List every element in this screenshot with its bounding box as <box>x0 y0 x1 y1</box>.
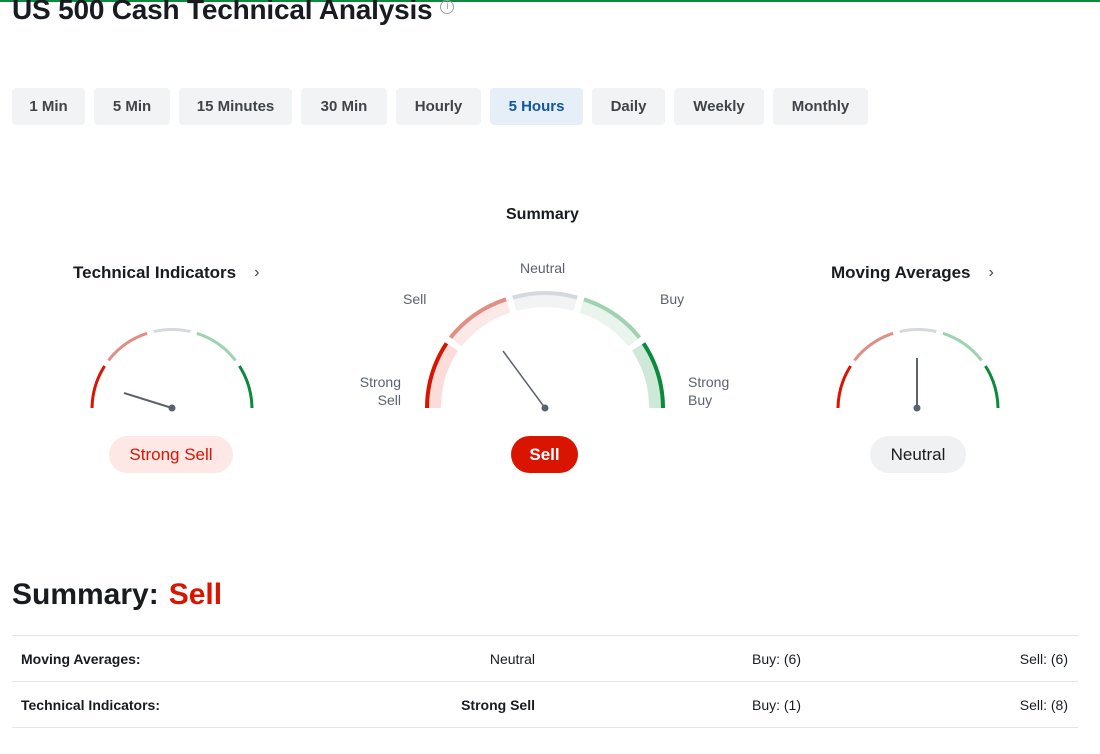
tab-daily[interactable]: Daily <box>592 88 665 125</box>
gauge-segment-sell <box>448 297 507 339</box>
table-row: Moving Averages: Neutral Buy: (6) Sell: … <box>12 635 1078 682</box>
gauge-label-strong-buy-line1: Strong <box>688 374 730 390</box>
gauge-band-strong-buy <box>632 343 663 408</box>
gauge-pivot <box>168 404 176 412</box>
gauge-segment-neutral <box>899 328 937 334</box>
gauge-label-buy: Buy <box>660 291 685 307</box>
row-buy-count: Buy: (1) <box>751 696 801 713</box>
gauge-band-buy <box>579 299 640 347</box>
gauge-segment-sell <box>107 331 148 362</box>
gauge-label-strong-sell: Strong Sell <box>356 373 401 409</box>
gauge-needle <box>502 350 546 409</box>
row-buy-count: Buy: (6) <box>751 650 801 667</box>
moving-averages-title[interactable]: Moving Averages <box>831 263 971 282</box>
top-accent-line <box>0 0 1100 2</box>
gauge-segment-neutral <box>153 328 191 334</box>
technical-indicators-title[interactable]: Technical Indicators <box>73 263 237 282</box>
gauge-segment-neutral <box>512 291 578 300</box>
gauge-segment-strong-sell <box>836 365 852 409</box>
timeframe-tabs: 1 Min 5 Min 15 Minutes 30 Min Hourly 5 H… <box>12 88 868 125</box>
tab-monthly[interactable]: Monthly <box>773 88 868 125</box>
tab-5-min[interactable]: 5 Min <box>94 88 170 125</box>
gauge-segment-strong-sell <box>425 342 449 409</box>
gauge-label-strong-buy-line2: Buy <box>688 392 713 408</box>
row-sell-count: Sell: (6) <box>1019 650 1068 667</box>
technical-indicators-gauge <box>90 328 254 412</box>
summary-heading-value: Sell <box>168 578 223 611</box>
gauge-segment-strong-buy <box>641 342 665 409</box>
moving-averages-header[interactable]: Moving Averages › <box>831 263 994 283</box>
tab-hourly[interactable]: Hourly <box>396 88 481 125</box>
gauge-segment-buy <box>583 297 642 339</box>
summary-badge: Sell <box>511 436 578 473</box>
gauge-label-sell: Sell <box>403 291 427 307</box>
row-label: Moving Averages: <box>21 650 141 667</box>
row-label: Technical Indicators: <box>21 696 160 713</box>
tab-30-min[interactable]: 30 Min <box>301 88 387 125</box>
page-title: US 500 Cash Technical Analysis i <box>12 0 455 26</box>
tab-1-min[interactable]: 1 Min <box>12 88 85 125</box>
summary-gauge-title: Summary <box>506 206 579 223</box>
summary-gauge <box>425 291 665 412</box>
summary-table: Moving Averages: Neutral Buy: (6) Sell: … <box>12 635 1078 728</box>
gauge-pivot <box>913 404 921 412</box>
gauge-segment-strong-buy <box>238 365 254 409</box>
gauge-band-neutral <box>512 293 578 311</box>
moving-averages-badge: Neutral <box>870 436 966 473</box>
gauge-segment-sell <box>853 331 894 362</box>
technical-indicators-header[interactable]: Technical Indicators › <box>73 263 259 283</box>
row-sell-count: Sell: (8) <box>1019 696 1068 713</box>
row-value: Neutral <box>489 650 535 667</box>
gauge-segment-strong-buy <box>984 365 1000 409</box>
summary-heading-label: Summary: <box>12 578 159 611</box>
gauge-band-strong-sell <box>427 343 458 408</box>
gauge-label-strong-sell-line1: Strong <box>359 374 401 390</box>
summary-heading: Summary: Sell <box>12 578 222 612</box>
gauge-band-sell <box>450 299 511 347</box>
gauge-needle <box>123 392 173 409</box>
gauge-label-strong-buy: Strong Buy <box>688 373 729 409</box>
gauge-pivot <box>541 404 549 412</box>
gauge-segment-buy <box>196 331 237 362</box>
moving-averages-gauge <box>836 328 1000 412</box>
tab-15-minutes[interactable]: 15 Minutes <box>179 88 292 125</box>
gauge-label-strong-sell-line2: Sell <box>377 392 401 408</box>
table-row: Technical Indicators: Strong Sell Buy: (… <box>12 681 1078 728</box>
gauge-segment-buy <box>942 331 983 362</box>
info-icon[interactable]: i <box>440 0 455 14</box>
page-title-text: US 500 Cash Technical Analysis <box>12 0 433 25</box>
row-value: Strong Sell <box>461 696 535 713</box>
chevron-right-icon[interactable]: › <box>254 264 260 281</box>
gauge-segment-strong-sell <box>90 365 106 409</box>
tab-weekly[interactable]: Weekly <box>674 88 764 125</box>
tab-5-hours[interactable]: 5 Hours <box>490 88 583 125</box>
gauge-label-neutral: Neutral <box>520 260 566 276</box>
chevron-right-icon[interactable]: › <box>988 264 994 281</box>
technical-indicators-badge: Strong Sell <box>109 436 233 473</box>
